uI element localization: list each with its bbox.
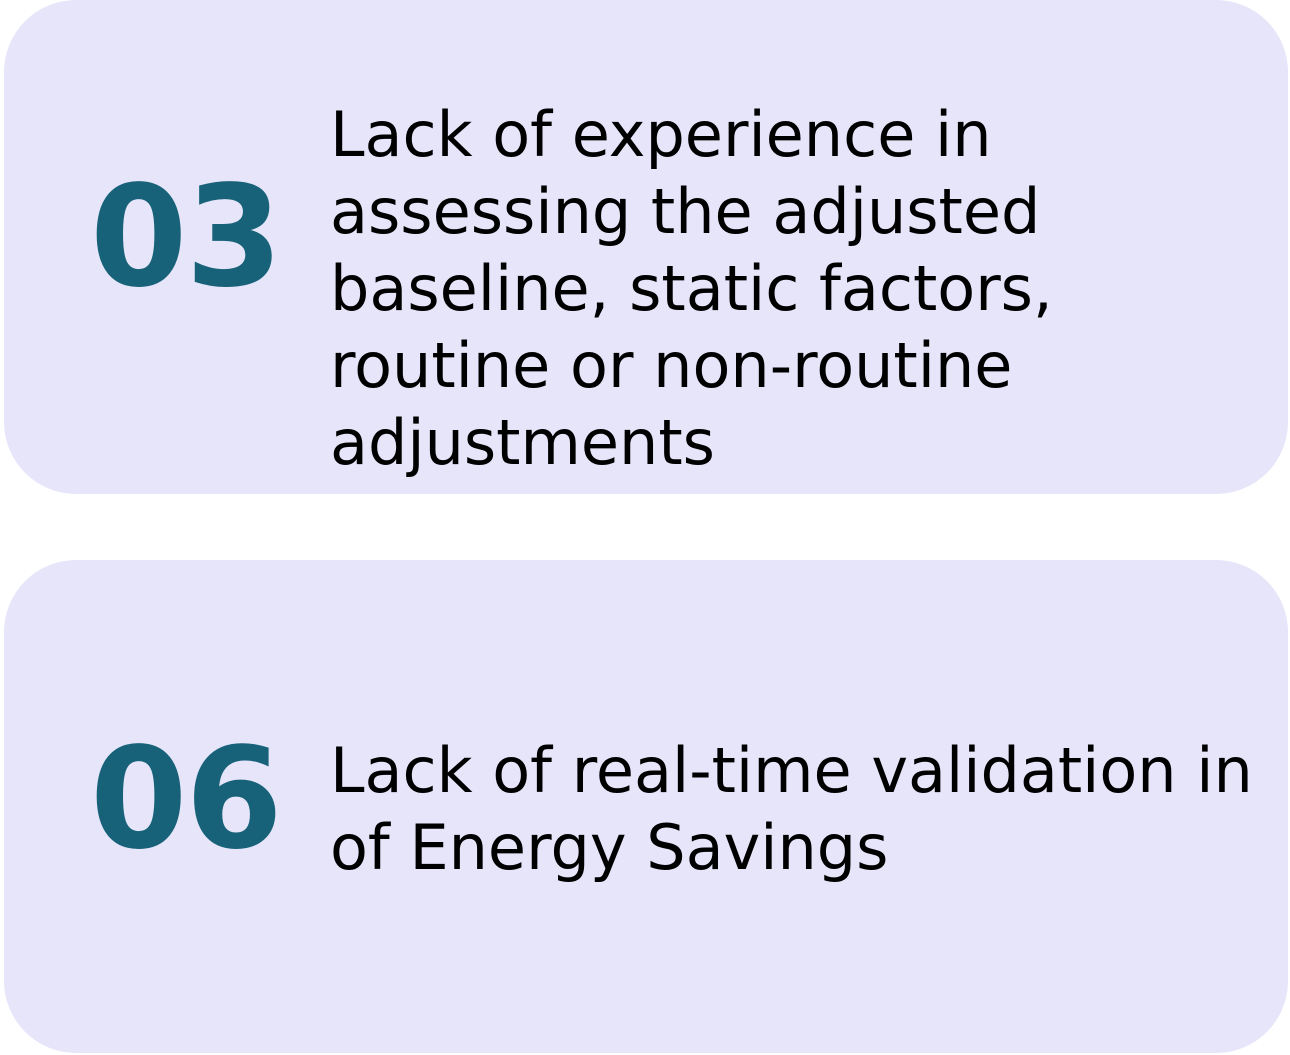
- card-description: Lack of real-time validation in of Energ…: [330, 734, 1253, 884]
- challenge-card-06: 06 Lack of real-time validation in of En…: [4, 560, 1288, 1053]
- card-description: Lack of experience in assessing the adju…: [330, 98, 1053, 479]
- card-number: 03: [90, 156, 283, 319]
- challenge-card-03: 03 Lack of experience in assessing the a…: [4, 0, 1288, 494]
- card-number: 06: [90, 718, 283, 881]
